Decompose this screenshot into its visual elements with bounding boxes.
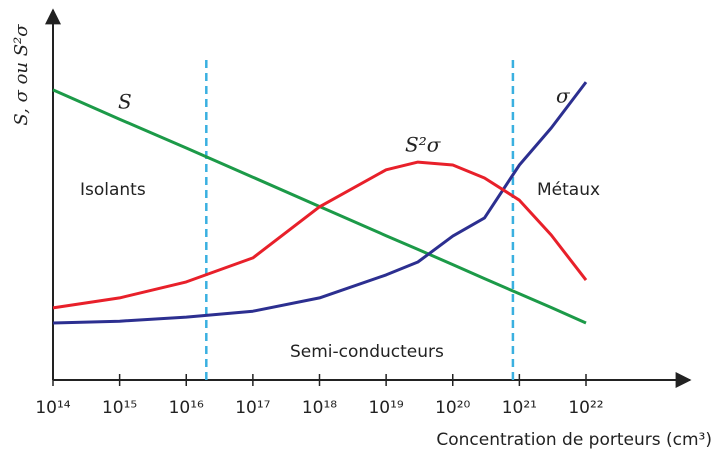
x-tick-label: 10¹⁹ xyxy=(368,398,403,418)
x-tick-label: 10¹⁸ xyxy=(302,398,337,418)
series-line xyxy=(52,81,588,325)
series-line xyxy=(52,160,588,310)
series-label: σ xyxy=(556,84,571,108)
y-axis-label: S, σ ou S²σ xyxy=(11,24,32,126)
series-label: S²σ xyxy=(405,133,442,157)
x-tick-label: 10¹⁶ xyxy=(169,398,204,418)
x-tick-label: 10¹⁴ xyxy=(35,398,70,418)
annotation: Métaux xyxy=(537,180,600,200)
series-label: S xyxy=(118,90,132,114)
x-tick-label: 10²¹ xyxy=(502,398,537,418)
x-tick-label: 10¹⁷ xyxy=(235,398,270,418)
x-tick-label: 10²⁰ xyxy=(435,398,470,418)
annotation: Isolants xyxy=(80,180,146,200)
x-tick-label: 10²² xyxy=(568,398,603,418)
x-tick-label: 10¹⁵ xyxy=(102,398,137,418)
series-line xyxy=(52,88,587,325)
x-axis-label: Concentration de porteurs (cm³) xyxy=(436,430,712,450)
annotation: Semi-conducteurs xyxy=(290,342,444,362)
